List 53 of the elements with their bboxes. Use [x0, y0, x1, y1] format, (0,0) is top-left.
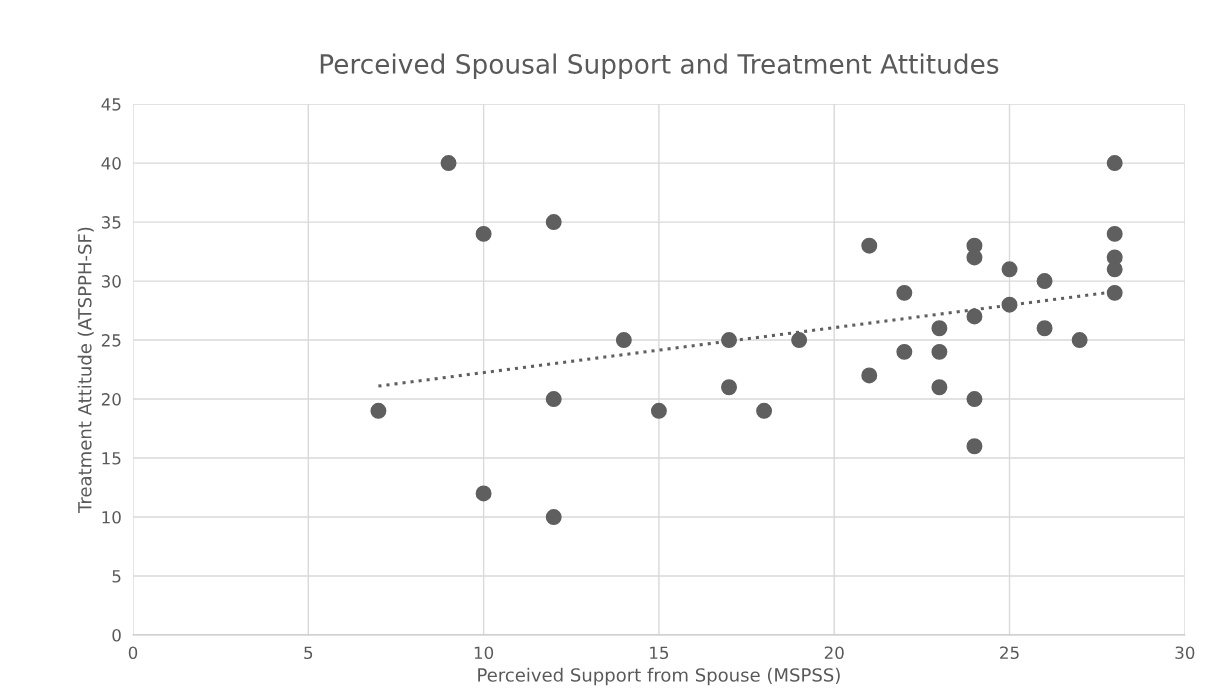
- point: [1106, 225, 1123, 242]
- point: [861, 367, 878, 384]
- point: [1071, 332, 1088, 349]
- point: [1001, 296, 1018, 313]
- x-tick-label: 0: [128, 646, 138, 660]
- point: [475, 485, 492, 502]
- point: [966, 249, 983, 266]
- chart-title: Perceived Spousal Support and Treatment Attitudes: [320, 53, 999, 80]
- point: [1036, 320, 1053, 337]
- y-tick-label: 45: [101, 98, 121, 111]
- point: [1106, 284, 1123, 301]
- x-tick-label: 30: [1175, 646, 1195, 660]
- x-axis-title: Perceived Support from Spouse (MSPSS): [478, 667, 840, 686]
- x-tick-label: 20: [824, 646, 844, 660]
- y-tick-label: 0: [112, 628, 121, 642]
- x-tick-label: 25: [1000, 646, 1019, 660]
- point: [650, 402, 667, 419]
- y-tick-label: 10: [102, 510, 121, 524]
- y-tick-label: 30: [101, 275, 121, 288]
- point: [931, 343, 948, 360]
- point: [966, 391, 983, 408]
- point: [966, 308, 983, 325]
- x-tick-label: 15: [650, 646, 669, 660]
- y-tick-label: 15: [102, 452, 121, 465]
- point: [440, 155, 457, 172]
- point: [1001, 261, 1018, 278]
- y-tick-label: 5: [112, 570, 121, 583]
- point: [545, 214, 562, 231]
- y-axis-title: Treatment Attitude (ATSPPH-SF): [77, 227, 94, 514]
- point: [545, 509, 562, 526]
- x-tick-label: 10: [474, 646, 494, 660]
- point: [1106, 155, 1123, 172]
- y-tick-label: 40: [101, 157, 121, 170]
- point: [931, 320, 948, 337]
- point: [931, 379, 948, 396]
- point: [966, 438, 983, 455]
- point: [721, 332, 738, 349]
- y-tick-label: 35: [101, 216, 121, 229]
- y-tick-label: 20: [101, 393, 121, 406]
- point: [721, 379, 738, 396]
- point: [756, 402, 773, 419]
- point: [896, 343, 913, 360]
- point: [1036, 273, 1053, 290]
- point: [1106, 261, 1123, 278]
- point: [370, 402, 387, 419]
- point: [791, 332, 808, 349]
- point: [545, 391, 562, 408]
- point: [896, 284, 913, 301]
- point: [861, 237, 878, 254]
- y-tick-label: 25: [101, 334, 121, 347]
- point: [615, 332, 632, 349]
- point: [475, 225, 492, 242]
- x-tick-label: 5: [304, 646, 313, 660]
